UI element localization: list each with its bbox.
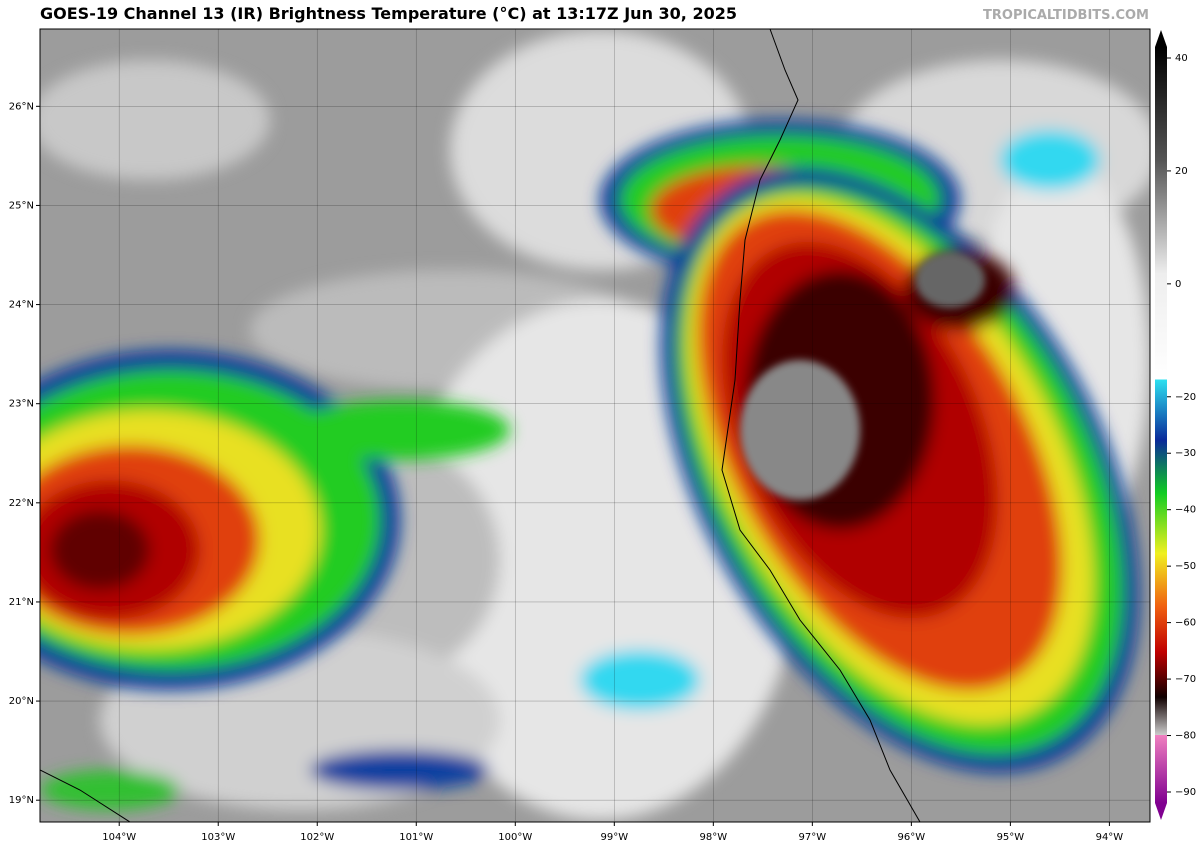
lon-label: 100°W	[498, 832, 532, 843]
colorbar-label: 40	[1175, 53, 1188, 64]
colorbar-label: 20	[1175, 166, 1188, 177]
lon-label: 104°W	[102, 832, 136, 843]
colorbar-label: −80	[1175, 731, 1196, 742]
colorbar	[1155, 30, 1167, 820]
lat-label: 23°N	[9, 399, 34, 410]
lon-label: 99°W	[600, 832, 628, 843]
lat-label: 25°N	[9, 200, 34, 211]
colorbar-label: −40	[1175, 505, 1196, 516]
coastline	[40, 29, 921, 822]
graticule	[40, 29, 1150, 822]
satellite-image	[40, 29, 1150, 822]
lon-label: 96°W	[898, 832, 926, 843]
lat-label: 24°N	[9, 300, 34, 311]
lon-label: 103°W	[201, 832, 235, 843]
colorbar-label: −70	[1175, 674, 1196, 685]
map-frame	[39, 28, 1151, 823]
lat-label: 19°N	[9, 795, 34, 806]
lat-label: 21°N	[9, 597, 34, 608]
lon-label: 102°W	[300, 832, 334, 843]
colorbar-label: −20	[1175, 392, 1196, 403]
colorbar-label: −30	[1175, 448, 1196, 459]
colorbar-label: −60	[1175, 618, 1196, 629]
colorbar-label: 0	[1175, 279, 1181, 290]
lon-label: 94°W	[1096, 832, 1124, 843]
lon-label: 98°W	[700, 832, 728, 843]
lon-label: 97°W	[799, 832, 827, 843]
lat-label: 20°N	[9, 696, 34, 707]
lat-label: 26°N	[9, 101, 34, 112]
lon-label: 95°W	[997, 832, 1025, 843]
lat-label: 22°N	[9, 498, 34, 509]
watermark: TROPICALTIDBITS.COM	[983, 8, 1149, 23]
colorbar-label: −90	[1175, 787, 1196, 798]
lon-label: 101°W	[399, 832, 433, 843]
title: GOES-19 Channel 13 (IR) Brightness Tempe…	[40, 4, 737, 23]
colorbar-label: −50	[1175, 561, 1196, 572]
